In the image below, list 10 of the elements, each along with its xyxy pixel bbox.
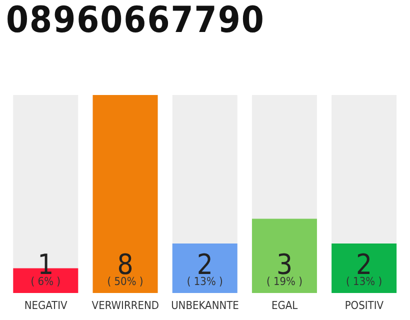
x-tick-label: EGAL — [272, 298, 298, 312]
data-label: 3 ( 19% ) — [266, 248, 303, 288]
x-tick-label: NEGATIV — [24, 298, 68, 312]
data-label: 2 ( 13% ) — [186, 248, 223, 288]
x-tick-label: POSITIV — [344, 298, 384, 312]
x-tick-label: UNBEKANNTE — [171, 298, 239, 312]
data-label: 8 ( 50% ) — [107, 248, 144, 288]
chart-title: 08960667790 — [6, 0, 265, 41]
data-label: 2 ( 13% ) — [346, 248, 382, 288]
x-tick-label: VERWIRREND — [92, 298, 160, 312]
